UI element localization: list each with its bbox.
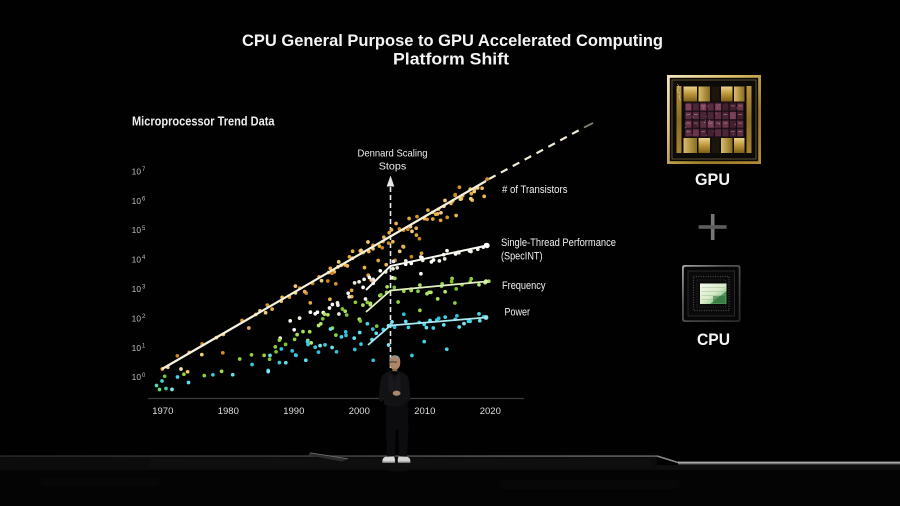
svg-text:1990: 1990 [283, 406, 304, 417]
svg-text:10: 10 [132, 372, 142, 382]
svg-text:10: 10 [132, 225, 142, 235]
svg-text:7: 7 [142, 167, 146, 173]
svg-text:Dennard Scaling: Dennard Scaling [358, 148, 428, 160]
svg-text:GPU: GPU [695, 171, 730, 189]
svg-text:10: 10 [132, 255, 142, 265]
svg-text:1970: 1970 [152, 406, 173, 417]
svg-text:10: 10 [132, 284, 142, 294]
svg-text:10: 10 [132, 196, 142, 206]
svg-text:1980: 1980 [218, 406, 239, 417]
svg-text:(SpecINT): (SpecINT) [501, 251, 543, 263]
svg-text:10: 10 [132, 343, 142, 353]
svg-text:Platform Shift: Platform Shift [393, 51, 510, 69]
svg-text:Stops: Stops [379, 161, 407, 173]
svg-text:2000: 2000 [349, 406, 370, 417]
svg-text:Single-Thread Performance: Single-Thread Performance [501, 237, 616, 249]
svg-text:5: 5 [142, 226, 146, 232]
svg-text:2: 2 [142, 314, 146, 320]
svg-text:# of Transistors: # of Transistors [502, 184, 568, 196]
svg-text:CPU General Purpose to GPU Acc: CPU General Purpose to GPU Accelerated C… [242, 32, 663, 50]
svg-text:10: 10 [132, 166, 142, 176]
svg-text:4: 4 [142, 255, 146, 261]
svg-text:1: 1 [142, 343, 146, 349]
svg-text:10: 10 [132, 313, 142, 323]
svg-text:CPU: CPU [697, 331, 730, 349]
svg-text:6: 6 [142, 196, 146, 202]
svg-text:2020: 2020 [480, 406, 501, 417]
svg-text:Microprocessor Trend Data: Microprocessor Trend Data [132, 115, 275, 129]
svg-text:Frequency: Frequency [502, 280, 546, 292]
svg-text:Power: Power [505, 307, 531, 319]
svg-text:0: 0 [142, 373, 146, 379]
svg-text:3: 3 [142, 285, 146, 291]
svg-text:2010: 2010 [414, 406, 435, 417]
